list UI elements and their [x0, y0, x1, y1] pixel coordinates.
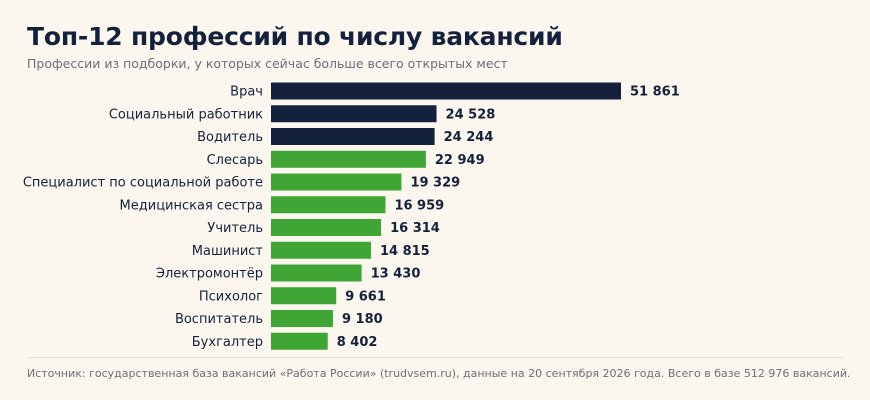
category-label: Слесарь — [207, 153, 263, 168]
chart-title: Топ-12 профессий по числу вакансий — [27, 22, 563, 51]
bar — [271, 150, 426, 168]
category-label: Психолог — [199, 289, 263, 304]
bar — [271, 128, 435, 145]
category-label: Бухгалтер — [192, 335, 263, 350]
category-label: Медицинская сестра — [120, 198, 263, 213]
bar — [271, 219, 382, 236]
bar — [271, 82, 621, 100]
bar-chart: Врач 51 861 Социальный работник 24 528 Водит… — [23, 82, 680, 350]
bar — [271, 332, 328, 350]
value-label: 14 815 — [380, 244, 430, 259]
value-label: 19 329 — [410, 176, 460, 191]
value-label: 51 861 — [630, 85, 680, 100]
value-label: 24 528 — [446, 107, 496, 122]
bar — [271, 196, 386, 214]
bar — [271, 105, 437, 123]
source-note: Источник: государственная база вакансий … — [27, 367, 851, 380]
category-label: Специалист по социальной работе — [23, 176, 263, 191]
category-label: Воспитатель — [175, 312, 263, 327]
value-label: 22 949 — [435, 153, 485, 168]
category-label: Врач — [230, 85, 263, 100]
bar — [271, 310, 333, 327]
bar — [271, 264, 362, 282]
category-label: Машинист — [192, 244, 264, 259]
chart-subtitle: Профессии из подборки, у которых сейчас … — [27, 56, 508, 71]
bar — [271, 173, 402, 191]
value-label: 24 244 — [444, 130, 494, 145]
category-label: Социальный работник — [109, 107, 263, 122]
bar — [271, 241, 371, 259]
category-label: Электромонтёр — [156, 267, 263, 282]
value-label: 13 430 — [371, 267, 421, 282]
value-label: 16 959 — [394, 198, 444, 213]
footer-divider — [27, 357, 844, 358]
bar — [271, 287, 337, 305]
value-label: 9 661 — [345, 289, 386, 304]
category-label: Учитель — [207, 221, 263, 236]
value-label: 16 314 — [390, 221, 440, 236]
value-label: 9 180 — [342, 312, 383, 327]
category-label: Водитель — [197, 130, 263, 145]
value-label: 8 402 — [337, 335, 378, 350]
